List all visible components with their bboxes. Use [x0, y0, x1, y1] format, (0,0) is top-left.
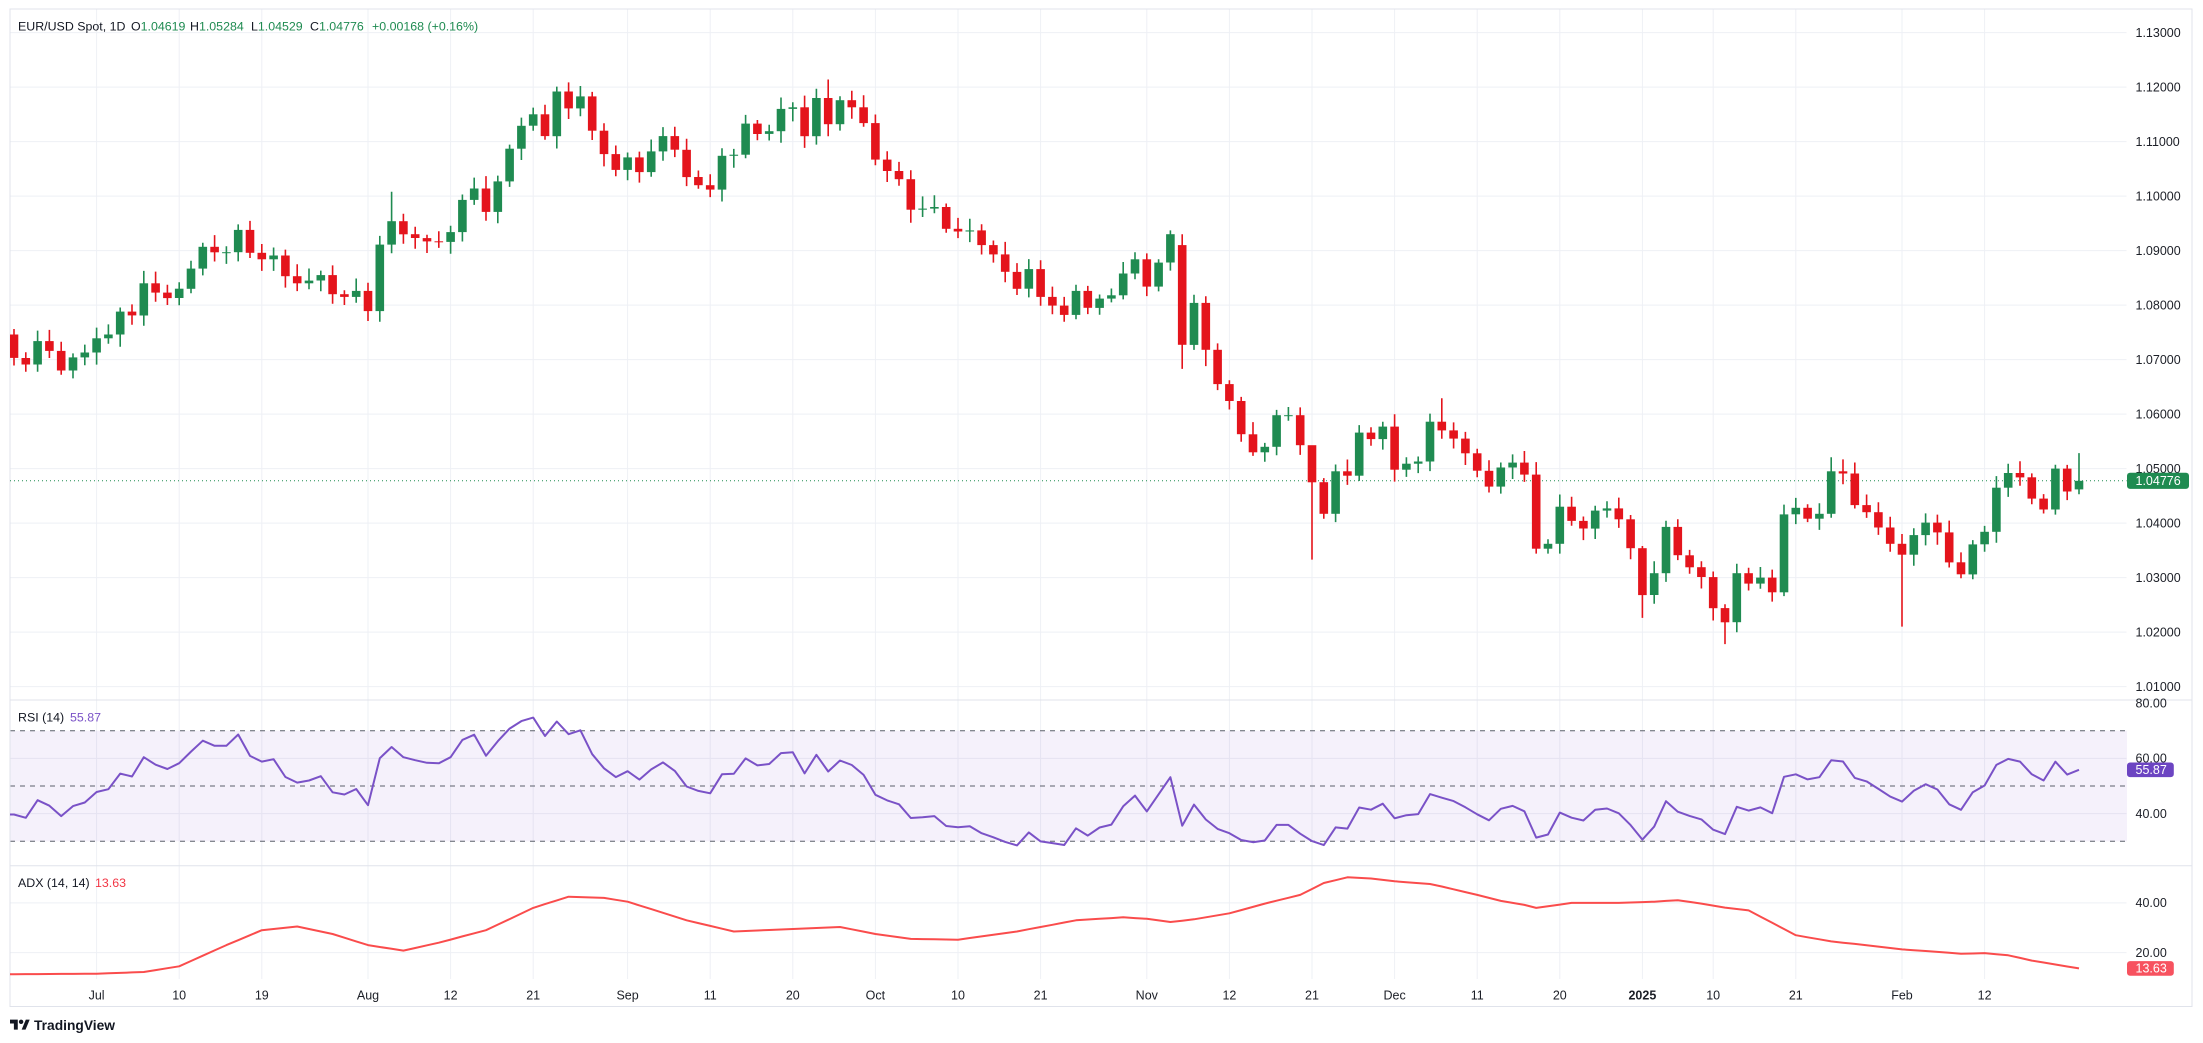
svg-text:1.08000: 1.08000 [2136, 298, 2181, 312]
svg-text:12: 12 [444, 989, 458, 1003]
svg-text:1.07000: 1.07000 [2136, 353, 2181, 367]
svg-text:20.00: 20.00 [2136, 946, 2167, 960]
svg-text:40.00: 40.00 [2136, 896, 2167, 910]
svg-text:80.00: 80.00 [2136, 696, 2167, 710]
svg-text:1.03000: 1.03000 [2136, 571, 2181, 585]
svg-text:1.02000: 1.02000 [2136, 625, 2181, 639]
svg-text:ADX (14, 14) 13.63: ADX (14, 14) 13.63 [18, 876, 126, 890]
svg-text:21: 21 [1789, 989, 1803, 1003]
svg-text:19: 19 [255, 989, 269, 1003]
svg-text:Jul: Jul [89, 989, 105, 1003]
svg-text:11: 11 [704, 989, 717, 1003]
svg-text:40.00: 40.00 [2136, 807, 2167, 821]
svg-text:+0.00168 (+0.16%): +0.00168 (+0.16%) [372, 20, 478, 34]
svg-text:2025: 2025 [1628, 989, 1656, 1003]
svg-text:Sep: Sep [616, 989, 638, 1003]
svg-text:1.04776: 1.04776 [2136, 474, 2181, 488]
svg-text:11: 11 [1471, 989, 1484, 1003]
svg-text:21: 21 [526, 989, 540, 1003]
svg-text:C1.04776: C1.04776 [310, 20, 364, 34]
svg-text:Aug: Aug [357, 989, 379, 1003]
svg-text:RSI (14) 55.87: RSI (14) 55.87 [18, 711, 101, 725]
svg-text:Oct: Oct [866, 989, 886, 1003]
svg-text:10: 10 [172, 989, 186, 1003]
svg-text:20: 20 [786, 989, 800, 1003]
svg-text:Feb: Feb [1891, 989, 1913, 1003]
svg-text:13.63: 13.63 [2136, 962, 2167, 976]
svg-text:55.87: 55.87 [2136, 763, 2167, 777]
svg-text:1.11000: 1.11000 [2136, 135, 2180, 149]
svg-text:Dec: Dec [1383, 989, 1405, 1003]
svg-text:10: 10 [1706, 989, 1720, 1003]
svg-text:12: 12 [1978, 989, 1992, 1003]
svg-text:1.06000: 1.06000 [2136, 407, 2181, 421]
svg-text:1.13000: 1.13000 [2136, 26, 2181, 40]
svg-text:21: 21 [1305, 989, 1319, 1003]
svg-text:TradingView: TradingView [34, 1018, 115, 1033]
svg-text:12: 12 [1222, 989, 1236, 1003]
svg-text:O1.04619: O1.04619 [131, 20, 186, 34]
svg-text:1.05000: 1.05000 [2136, 462, 2181, 476]
svg-text:EUR/USD Spot, 1D: EUR/USD Spot, 1D [18, 20, 125, 34]
svg-text:1.09000: 1.09000 [2136, 244, 2181, 258]
svg-text:1.04000: 1.04000 [2136, 516, 2181, 530]
svg-text:Nov: Nov [1136, 989, 1159, 1003]
svg-text:L1.04529: L1.04529 [251, 20, 303, 34]
svg-text:10: 10 [951, 989, 965, 1003]
svg-text:H1.05284: H1.05284 [190, 20, 244, 34]
svg-text:21: 21 [1034, 989, 1048, 1003]
svg-text:1.10000: 1.10000 [2136, 189, 2181, 203]
svg-text:60.00: 60.00 [2136, 752, 2167, 766]
svg-text:20: 20 [1553, 989, 1567, 1003]
svg-text:1.01000: 1.01000 [2136, 680, 2181, 694]
svg-text:1.12000: 1.12000 [2136, 80, 2181, 94]
